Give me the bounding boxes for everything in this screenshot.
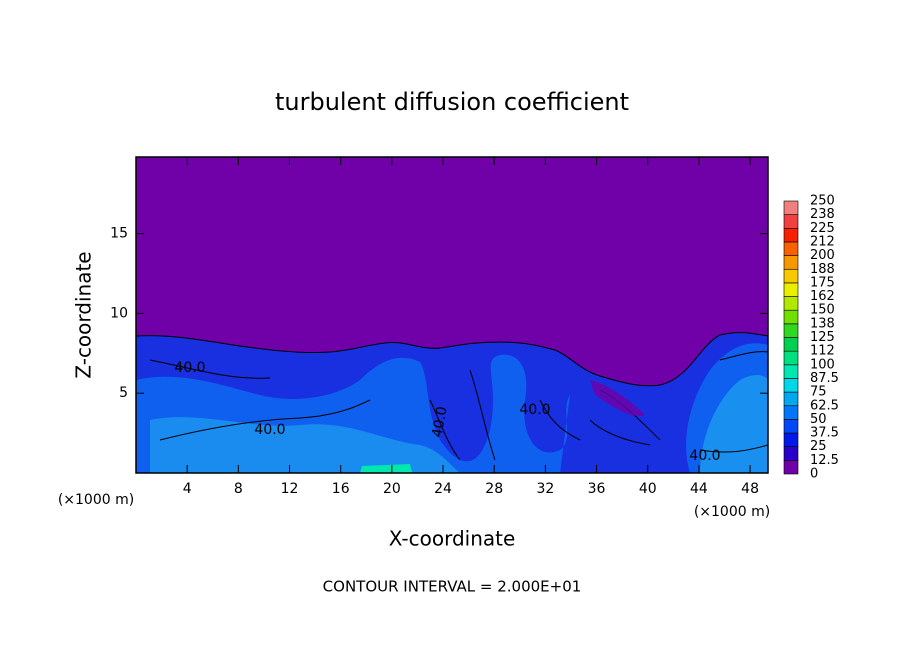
y-tick-label: 10 [110,305,128,321]
colorbar-label: 100 [810,357,835,372]
colorbar-box [783,432,799,447]
contour-field [136,157,768,473]
y-tick-label: 5 [119,385,128,401]
colorbar-box [783,378,799,393]
x-tick-label: 24 [434,481,452,497]
colorbar-label: 250 [810,194,835,209]
colorbar-label: 200 [810,248,835,263]
colorbar-box [783,460,799,475]
x-tick-label: 16 [332,481,350,497]
colorbar-label: 212 [810,234,835,249]
colorbar-label: 0 [810,467,818,482]
colorbar-label: 12.5 [810,453,839,468]
contour-label: 40.0 [689,448,720,464]
colorbar-label: 225 [810,221,835,236]
colorbar-label: 112 [810,344,835,359]
colorbar-box [783,323,799,338]
contour-label: 40.0 [429,405,450,438]
colorbar-box [783,228,799,243]
y-axis-label: Z-coordinate [72,251,96,378]
colorbar-box [783,255,799,270]
colorbar-label: 125 [810,330,835,345]
colorbar-box [783,350,799,366]
colorbar-box [783,364,799,379]
colorbar-box [783,241,799,256]
colorbar-box [783,200,799,215]
chart-title: turbulent diffusion coefficient [275,88,629,116]
contour-label: 40.0 [254,422,285,438]
colorbar-box [783,419,799,434]
colorbar-box [783,214,799,229]
x-tick-label: 8 [234,481,243,497]
contour-label: 40.0 [174,360,205,376]
colorbar-label: 188 [810,262,835,277]
x-tick-label: 4 [183,481,192,497]
colorbar-label: 238 [810,207,835,222]
colorbar-label: 87.5 [810,371,839,386]
colorbar-label: 37.5 [810,426,839,441]
plot-frame [135,156,769,474]
colorbar-box [783,391,799,407]
contour-interval-note: CONTOUR INTERVAL = 2.000E+01 [323,578,582,596]
y-unit-label: (×1000 m) [58,492,134,508]
colorbar-label: 150 [810,303,835,318]
x-axis-label: X-coordinate [389,527,516,551]
colorbar-label: 138 [810,316,835,331]
x-unit-label: (×1000 m) [694,504,770,520]
colorbar-box [783,268,799,284]
x-tick-label: 36 [588,481,606,497]
colorbar-label: 75 [810,385,827,400]
colorbar-box [783,337,799,352]
colorbar-box [783,309,799,325]
x-tick-label: 28 [485,481,503,497]
x-tick-label: 20 [383,481,401,497]
colorbar-box [783,446,799,461]
x-tick-label: 44 [690,481,708,497]
colorbar-label: 175 [810,275,835,290]
contour-label: 40.0 [519,402,550,418]
colorbar-label: 162 [810,289,835,304]
x-tick-label: 48 [741,481,759,497]
x-tick-label: 12 [281,481,299,497]
y-tick-label: 15 [110,226,128,242]
colorbar-label: 25 [810,439,827,454]
colorbar-box [783,296,799,311]
colorbar-label: 50 [810,412,827,427]
x-tick-label: 40 [639,481,657,497]
colorbar-box [783,405,799,420]
colorbar-label: 62.5 [810,398,839,413]
colorbar-box [783,282,799,297]
x-tick-label: 32 [536,481,554,497]
